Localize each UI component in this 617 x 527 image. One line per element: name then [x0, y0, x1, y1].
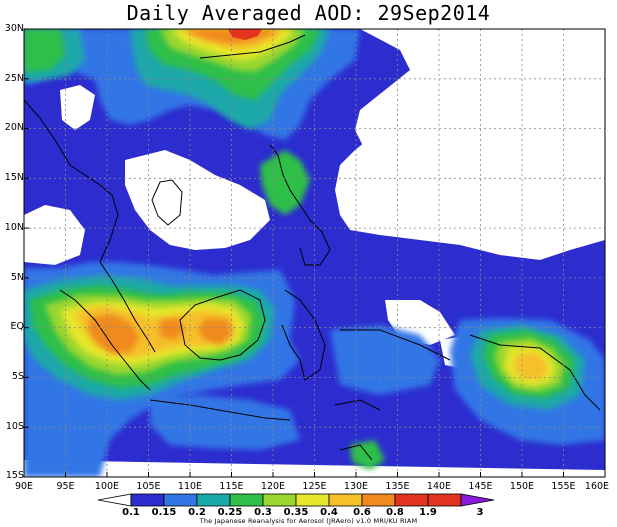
colorbar-seg-0.6: [328, 493, 363, 507]
lon-label: 120E: [260, 481, 286, 492]
lat-label: 15S: [5, 470, 24, 481]
colorbar-seg-0.3: [229, 493, 264, 507]
lon-label: 130E: [343, 481, 369, 492]
lat-label: EQ: [10, 321, 24, 332]
colorbar-label: 0.25: [217, 507, 243, 518]
lon-label: 95E: [56, 481, 75, 492]
lon-label: 135E: [385, 481, 410, 492]
map-title: Daily Averaged AOD: 29Sep2014: [126, 1, 491, 25]
lat-label: 20N: [4, 122, 24, 133]
colorbar-label: 0.8: [386, 507, 404, 518]
colorbar-seg-0.15: [130, 493, 165, 507]
lat-label: 5S: [11, 371, 24, 382]
lon-label: 160E: [584, 481, 610, 492]
lon-label: 145E: [468, 481, 493, 492]
colorbar-label: 0.6: [353, 507, 371, 518]
colorbar-seg-1.9: [394, 493, 429, 507]
colorbar-label: 0.2: [188, 507, 206, 518]
colorbar-arrow-high: [460, 493, 495, 507]
colorbar-seg-0.2: [163, 493, 198, 507]
colorbar-seg-3: [427, 493, 462, 507]
lon-label: 105E: [136, 481, 161, 492]
aod-field-clean-white: [355, 29, 605, 155]
colorbar-label: 0.4: [320, 507, 338, 518]
colorbar-seg-0.35: [262, 493, 297, 507]
lon-label: 140E: [426, 481, 452, 492]
colorbar: [97, 493, 495, 507]
lat-label: 10N: [4, 222, 24, 233]
aod-field: [24, 29, 605, 477]
lon-label: 125E: [302, 481, 327, 492]
colorbar-seg-0.4: [295, 493, 330, 507]
lat-label: 25N: [4, 73, 24, 84]
lon-label: 100E: [94, 481, 120, 492]
colorbar-label: 3: [476, 507, 484, 518]
colorbar-label: 0.1: [122, 507, 140, 518]
lon-label: 150E: [509, 481, 535, 492]
lon-label: 115E: [219, 481, 244, 492]
colorbar-seg-0.8: [361, 493, 396, 507]
lon-label: 110E: [177, 481, 203, 492]
credit-text: The Japanese Reanalysis for Aerosol (JRA…: [199, 517, 418, 525]
colorbar-label: 0.3: [254, 507, 272, 518]
colorbar-label: 1.9: [419, 507, 437, 518]
lon-label: 90E: [14, 481, 34, 492]
lat-label: 10S: [5, 421, 24, 432]
colorbar-label: 0.35: [283, 507, 309, 518]
colorbar-arrow-low: [97, 493, 132, 507]
grid-lines: [24, 29, 605, 477]
lat-label: 5N: [10, 272, 24, 283]
colorbar-seg-0.25: [196, 493, 231, 507]
lat-label: 15N: [4, 172, 24, 183]
colorbar-label: 0.15: [151, 507, 177, 518]
lat-label: 30N: [4, 23, 24, 34]
coastlines: [24, 34, 601, 461]
lon-label: 155E: [551, 481, 576, 492]
